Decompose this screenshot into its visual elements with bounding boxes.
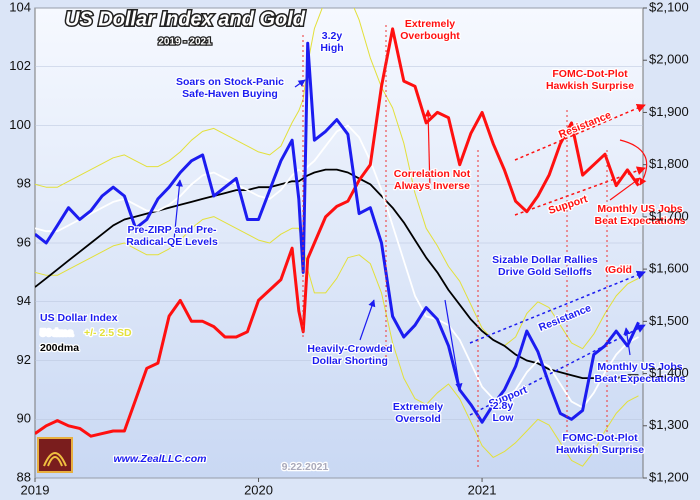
- arrow: [623, 327, 631, 356]
- annotation-line: Correlation Not: [394, 168, 471, 180]
- y-tick-label: 102: [9, 58, 31, 73]
- annotation-line: Oversold: [395, 413, 441, 425]
- annotation: Extremely Overbought: [400, 18, 460, 42]
- annotation-line: Beat Expectations: [594, 215, 685, 227]
- support-line: [514, 166, 646, 216]
- annotation: Pre-ZIRP and Pre-Radical-QE Levels: [126, 224, 218, 248]
- annotation-line: Always Inverse: [394, 180, 470, 192]
- annotation-line: Dollar Shorting: [312, 355, 388, 367]
- series-line: [35, 168, 639, 379]
- trend-lines: [469, 104, 646, 416]
- arrow: [359, 299, 376, 341]
- y2-tick-label: $1,900: [649, 104, 689, 119]
- annotation: Extremely Oversold: [393, 401, 443, 425]
- annotation-line: FOMC-Dot-Plot: [552, 68, 628, 80]
- arrow: [609, 177, 641, 201]
- legend-label: +/- 2.5 SD: [84, 327, 132, 339]
- annotation: Monthly US Jobs Beat Expectations: [594, 361, 685, 385]
- x-tick-label: 2020: [244, 482, 273, 497]
- arrow: [294, 79, 306, 88]
- annotation-line: Sizable Dollar Rallies: [492, 254, 598, 266]
- annotation: FOMC-Dot-Plot Hawkish Surprise: [546, 68, 634, 92]
- arrow: [444, 299, 463, 391]
- y-tick-label: 92: [17, 352, 31, 367]
- annotation-line: Low: [493, 412, 515, 424]
- annotation: Sizable Dollar Rallies Drive Gold Selloff…: [492, 254, 598, 278]
- arrow: [173, 179, 183, 241]
- annotation-line: Drive Gold Selloffs: [498, 266, 592, 278]
- annotation: Gold: [608, 264, 632, 276]
- y-tick-label: 100: [9, 117, 31, 132]
- annotation: Soars on Stock-Panic Safe-Haven Buying: [176, 76, 284, 100]
- annotation-line: 3.2y: [322, 30, 343, 42]
- y2-tick-label: $2,100: [649, 0, 689, 14]
- annotation-line: Safe-Haven Buying: [182, 88, 278, 100]
- legend-label: 200dma: [40, 342, 79, 354]
- annotation: Correlation Not Always Inverse: [394, 168, 471, 192]
- annotation: FOMC-Dot-Plot Hawkish Surprise: [556, 432, 644, 456]
- annotation-line: Monthly US Jobs: [597, 361, 682, 373]
- annotation-line: Extremely: [393, 401, 443, 413]
- annotation-line: Overbought: [400, 30, 460, 42]
- x-tick-label: 2021: [468, 482, 497, 497]
- legend-label: US Dollar Index: [40, 312, 118, 324]
- annotation-line: Beat Expectations: [594, 373, 685, 385]
- annotation-line: Heavily-Crowded: [307, 343, 392, 355]
- annotation: Heavily-Crowded Dollar Shorting: [307, 343, 392, 367]
- support-line: [469, 324, 646, 416]
- y-tick-label: 94: [17, 293, 31, 308]
- annotation-line: www.ZealLLC.com: [114, 453, 207, 465]
- annotation-line: Soars on Stock-Panic: [176, 76, 284, 88]
- y-tick-label: 96: [17, 234, 31, 249]
- y2-tick-label: $1,400: [649, 365, 689, 380]
- y-tick-label: 104: [9, 0, 31, 14]
- y2-tick-label: $1,600: [649, 261, 689, 276]
- y2-tick-label: $1,200: [649, 469, 689, 484]
- series-line: [35, 41, 640, 424]
- chart-subtitle: 2019 - 2021: [158, 37, 212, 48]
- y-tick-label: 90: [17, 411, 31, 426]
- series-line: [35, 8, 639, 350]
- resistance-line: [469, 270, 646, 344]
- arrow: [424, 109, 432, 191]
- annotation: 3.2y High: [320, 30, 343, 54]
- legend-label: 50dma: [40, 327, 73, 339]
- y2-tick-label: $1,300: [649, 417, 689, 432]
- series-line: [35, 124, 639, 409]
- annotation: 9.22.2021: [282, 461, 329, 473]
- annotation-line: Hawkish Surprise: [556, 444, 644, 456]
- y2-tick-label: $1,800: [649, 156, 689, 171]
- y2-tick-label: $1,700: [649, 208, 689, 223]
- annotation-line: High: [320, 42, 343, 54]
- annotation-line: Monthly US Jobs: [597, 203, 682, 215]
- annotation-line: Hawkish Surprise: [546, 80, 634, 92]
- legend: +/- 2.5 SD 200dma 50dma Gold US Dollar Index: [39, 263, 630, 356]
- annotation-line: Extremely: [405, 18, 455, 30]
- y2-tick-label: $2,000: [649, 52, 689, 67]
- pointer-arrows: [173, 79, 648, 391]
- annotation-line: 9.22.2021: [282, 461, 329, 473]
- y-tick-label: 88: [17, 469, 31, 484]
- annotation: 2.8y Low: [493, 400, 515, 424]
- series-line: [35, 27, 640, 438]
- legend-label: Gold: [605, 264, 629, 276]
- annotation: Monthly US Jobs Beat Expectations: [594, 203, 685, 227]
- logo-mark: [43, 452, 67, 467]
- logo: [37, 437, 73, 473]
- y-tick-label: 98: [17, 176, 31, 191]
- chart-title: US Dollar Index and Gold: [65, 8, 306, 30]
- y2-tick-label: $1,500: [649, 313, 689, 328]
- x-tick-label: 2019: [21, 482, 50, 497]
- annotation: www.ZealLLC.com: [114, 453, 207, 465]
- annotation-line: 2.8y: [493, 400, 514, 412]
- annotation-line: Pre-ZIRP and Pre-: [127, 224, 217, 236]
- annotation-line: FOMC-Dot-Plot: [562, 432, 638, 444]
- series-layer: [35, 8, 640, 467]
- arrow: [619, 139, 648, 186]
- series-line: [35, 216, 639, 467]
- annotation-line: Radical-QE Levels: [126, 236, 218, 248]
